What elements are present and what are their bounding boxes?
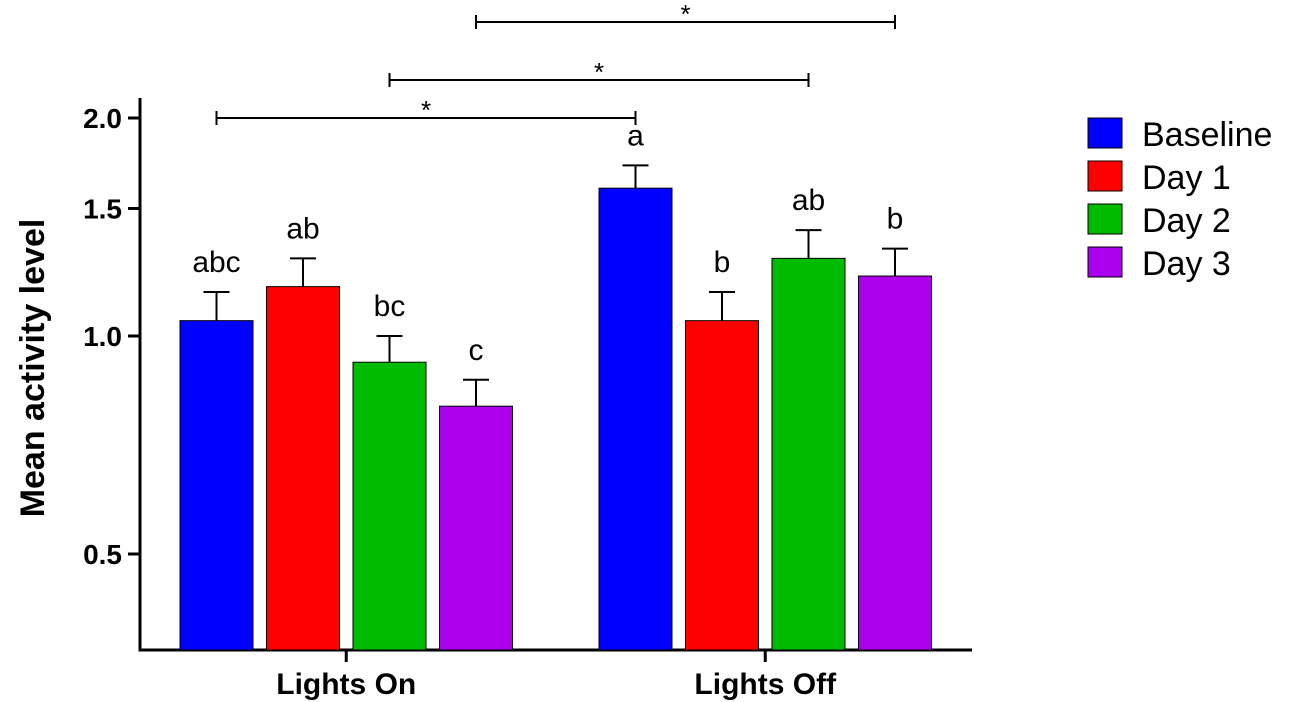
- significance-letter: a: [627, 119, 644, 152]
- bar: [266, 286, 340, 651]
- y-tick-label: 1.0: [83, 321, 122, 352]
- significance-letter: b: [887, 203, 904, 236]
- legend-swatch: [1087, 160, 1123, 192]
- legend-swatch: [1087, 117, 1123, 149]
- significance-star: *: [594, 57, 604, 87]
- bar: [685, 320, 759, 651]
- legend-label: Day 3: [1142, 245, 1231, 283]
- legend-label: Day 1: [1142, 159, 1231, 197]
- bar: [598, 187, 673, 651]
- significance-letter: ab: [792, 184, 825, 217]
- y-axis-title: Mean activity level: [14, 219, 52, 518]
- significance-letter: bc: [374, 290, 406, 323]
- significance-star: *: [421, 95, 431, 125]
- bar: [179, 320, 254, 651]
- y-tick-label: 0.5: [83, 539, 122, 570]
- x-category-label: Lights On: [276, 668, 416, 701]
- significance-letter: abc: [192, 246, 240, 279]
- significance-letter: c: [469, 334, 484, 367]
- significance-star: *: [680, 0, 690, 29]
- x-category-label: Lights Off: [694, 668, 837, 701]
- significance-letter: ab: [286, 212, 319, 245]
- axes: 0.5 1.0 1.5 2.0 Lights On Lights Off: [83, 98, 972, 701]
- bar: [771, 257, 846, 651]
- significance-brackets: * * *: [215, 0, 896, 125]
- legend-label: Day 2: [1142, 202, 1231, 240]
- significance-letter: b: [714, 246, 731, 279]
- y-tick-label: 2.0: [83, 103, 122, 134]
- legend-swatch: [1087, 203, 1123, 235]
- legend-swatch: [1087, 246, 1123, 278]
- bar: [439, 405, 513, 651]
- legend: Baseline Day 1 Day 2 Day 3: [1087, 116, 1272, 283]
- bar: [858, 275, 932, 651]
- bar: [352, 361, 427, 651]
- y-tick-label: 1.5: [83, 193, 122, 224]
- legend-label: Baseline: [1142, 116, 1272, 154]
